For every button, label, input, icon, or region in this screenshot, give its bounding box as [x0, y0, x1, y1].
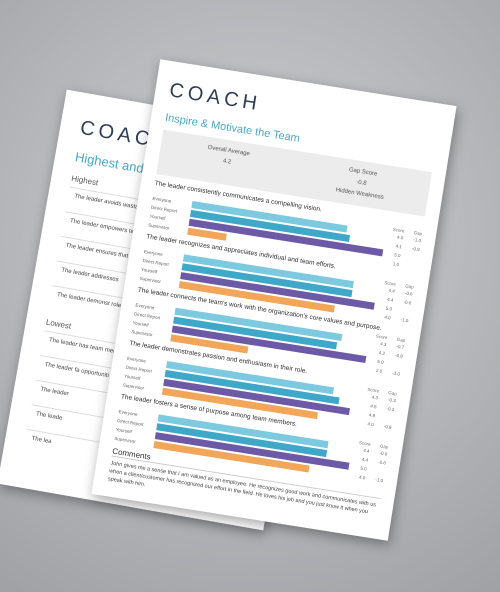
summary-cell: Gap Score -0.8 Hidden Weakness	[292, 157, 431, 211]
gap-empty	[399, 265, 417, 268]
score: 4.0	[358, 474, 366, 481]
gap-empty	[384, 362, 402, 365]
score: 4.0	[367, 421, 375, 428]
gap-empty	[375, 416, 393, 419]
summary-cell: Overall Average 4.2	[157, 136, 296, 190]
gap-empty	[400, 256, 418, 259]
gap: -0.8	[383, 423, 392, 430]
gap: -1.0	[375, 477, 384, 484]
score: 1.0	[392, 261, 400, 268]
gap-empty	[367, 469, 385, 472]
score: 2.0	[375, 367, 383, 374]
gap: -3.0	[391, 370, 401, 377]
gap: -1.0	[400, 317, 409, 324]
gap-empty	[392, 309, 410, 312]
score: 4.0	[384, 314, 392, 321]
